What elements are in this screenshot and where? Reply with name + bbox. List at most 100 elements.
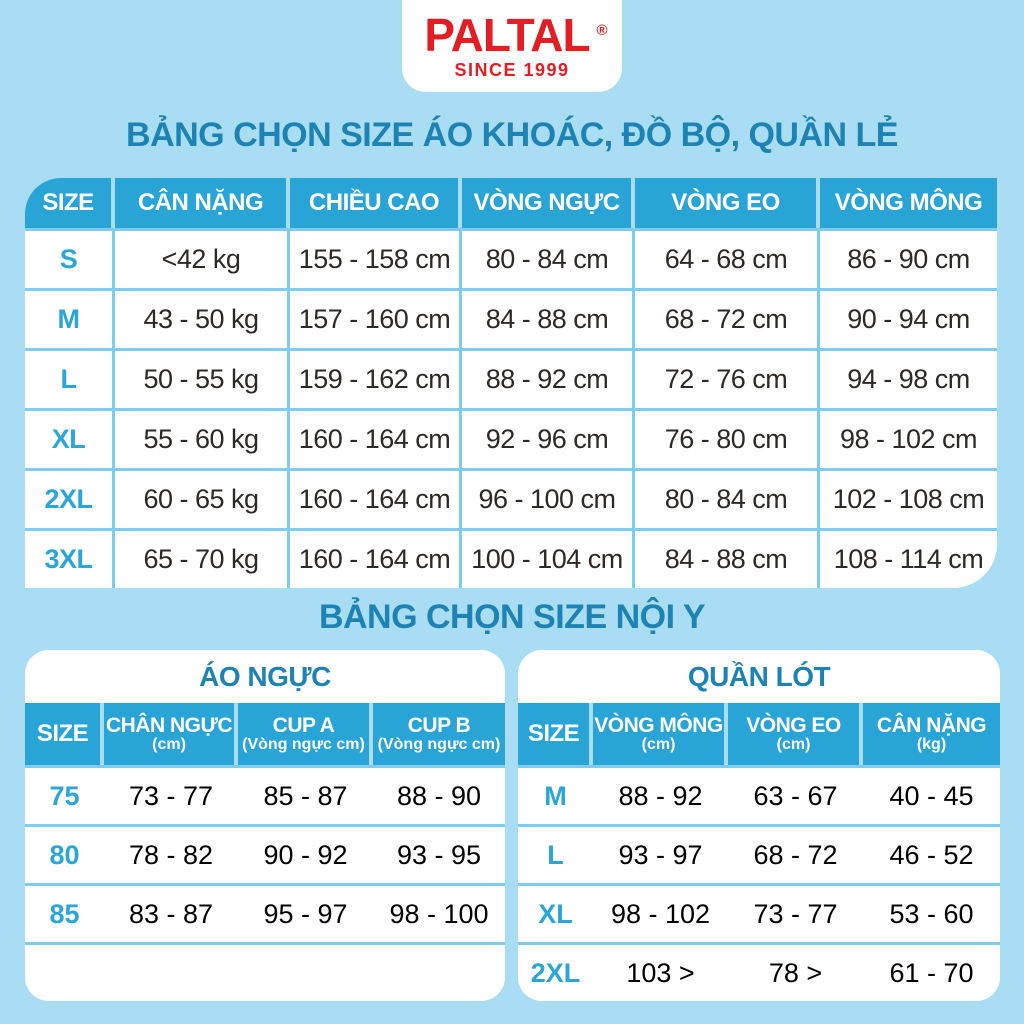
cell-waist: 76 - 80 cm [635, 411, 820, 468]
table-row: M 88 - 92 63 - 67 40 - 45 [518, 765, 1000, 824]
table-row: M 43 - 50 kg 157 - 160 cm 84 - 88 cm 68 … [25, 288, 997, 348]
cell-weight: 61 - 70 [889, 957, 974, 988]
cell-weight: 43 - 50 kg [115, 291, 290, 348]
cell-weight: <42 kg [115, 231, 290, 288]
cell-hip: 98 - 102 [610, 898, 711, 929]
cell-cup-a: 85 - 87 [263, 780, 348, 811]
bra-table-title: ÁO NGỰC [25, 650, 505, 703]
cell-hip: 88 - 92 [618, 780, 703, 811]
section2-title: BẢNG CHỌN SIZE NỘI Y [318, 598, 706, 636]
cell-cup-a: 95 - 97 [263, 898, 348, 929]
size-label: 85 [49, 898, 80, 929]
cell-height: 160 - 164 cm [290, 531, 462, 588]
cell-bust: 96 - 100 cm [462, 471, 635, 528]
table-row: S <42 kg 155 - 158 cm 80 - 84 cm 64 - 68… [25, 228, 997, 288]
header-size: SIZE [518, 703, 593, 765]
cell-bust: 100 - 104 cm [462, 531, 635, 588]
header-underbust: CHÂN NGỰC (cm) [104, 703, 238, 765]
bra-header-row: SIZE CHÂN NGỰC (cm) CUP A (Vòng ngực cm) C… [25, 703, 505, 765]
cell-hip: 102 - 108 cm [832, 484, 985, 514]
header-hip: VÒNG MÔNG [834, 189, 983, 216]
cell-cup-b: 88 - 90 [396, 780, 482, 811]
cell-hip: 86 - 90 cm [847, 244, 970, 274]
table-row: 2XL 103 > 78 > 61 - 70 [518, 942, 1000, 1001]
size-label: S [25, 231, 115, 288]
registered-mark: ® [596, 21, 608, 39]
cell-bust: 88 - 92 cm [462, 351, 635, 408]
section1-title: BẢNG CHỌN SIZE ÁO KHOÁC, ĐỒ BỘ, QUẦN LẺ [126, 116, 898, 154]
cell-waist: 80 - 84 cm [635, 471, 820, 528]
cell-height: 160 - 164 cm [290, 471, 462, 528]
cell-cup-b: 93 - 95 [396, 839, 482, 870]
header-hip: VÒNG MÔNG (cm) [593, 703, 728, 765]
size-label: M [544, 780, 567, 811]
table-row: XL 98 - 102 73 - 77 53 - 60 [518, 883, 1000, 942]
size-label: L [547, 839, 564, 870]
header-cup-b: CUP B (Vòng ngực cm) [377, 713, 501, 753]
table-header-row: SIZE CÂN NẶNG CHIỀU CAO VÒNG NGỰC VÒNG E… [25, 178, 997, 228]
cell-weight: 55 - 60 kg [115, 411, 290, 468]
header-waist: VÒNG EO [635, 178, 820, 228]
header-height: CHIỀU CAO [290, 178, 462, 228]
header-waist: VÒNG EO (cm) [728, 703, 863, 765]
cell-underbust: 73 - 77 [128, 780, 214, 811]
size-label: XL [538, 898, 573, 929]
table-row: 85 83 - 87 95 - 97 98 - 100 [25, 883, 505, 942]
cell-weight: 46 - 52 [889, 839, 974, 870]
cell-cup-b [373, 945, 505, 999]
cell-weight: 65 - 70 kg [115, 531, 290, 588]
cell-underbust: 78 - 82 [128, 839, 214, 870]
cell-bust: 80 - 84 cm [462, 231, 635, 288]
header-bust: VÒNG NGỰC [462, 178, 635, 228]
size-label: 2XL [25, 471, 115, 528]
header-size: SIZE [25, 178, 115, 228]
brand-name: PALTAL ® [424, 8, 608, 61]
size-label: L [25, 351, 115, 408]
cell-hip: 108 - 114 cm [833, 544, 984, 574]
table-row: L 50 - 55 kg 159 - 162 cm 88 - 92 cm 72 … [25, 348, 997, 408]
header-weight: CÂN NẶNG (kg) [876, 713, 987, 753]
panty-header-row: SIZE VÒNG MÔNG (cm) VÒNG EO (cm) CÂN NẶNG(… [518, 703, 1000, 765]
cell-height: 160 - 164 cm [290, 411, 462, 468]
cell-underbust: 83 - 87 [128, 898, 214, 929]
cell-height: 155 - 158 cm [290, 231, 462, 288]
cell-hip: 90 - 94 cm [847, 304, 970, 334]
cell-bust: 92 - 96 cm [462, 411, 635, 468]
cell-waist: 78 > [768, 957, 823, 988]
size-label: 75 [49, 780, 80, 811]
brand-logo-box: PALTAL ® SINCE 1999 [402, 0, 622, 92]
cell-weight: 50 - 55 kg [115, 351, 290, 408]
size-label: 3XL [25, 531, 115, 588]
cell-waist: 68 - 72 cm [635, 291, 820, 348]
cell-hip: 93 - 97 [618, 839, 703, 870]
table-row-empty [25, 942, 505, 999]
size-label: M [25, 291, 115, 348]
cell-hip: 98 - 102 cm [839, 424, 978, 454]
panty-table-title: QUẦN LÓT [518, 650, 1000, 703]
header-cup-a: CUP A (Vòng ngực cm) [238, 703, 373, 765]
header-size: SIZE [25, 703, 104, 765]
outerwear-size-table: SIZE CÂN NẶNG CHIỀU CAO VÒNG NGỰC VÒNG E… [25, 178, 997, 588]
table-row: 3XL 65 - 70 kg 160 - 164 cm 100 - 104 cm… [25, 528, 997, 588]
table-row: L 93 - 97 68 - 72 46 - 52 [518, 824, 1000, 883]
cell-underbust [104, 945, 238, 999]
table-row: 80 78 - 82 90 - 92 93 - 95 [25, 824, 505, 883]
cell-weight: 53 - 60 [889, 898, 974, 929]
cell-cup-a [238, 945, 373, 999]
table-row: XL 55 - 60 kg 160 - 164 cm 92 - 96 cm 76… [25, 408, 997, 468]
cell-cup-b: 98 - 100 [389, 898, 489, 929]
cell-waist: 84 - 88 cm [635, 531, 820, 588]
bra-size-table: ÁO NGỰC SIZE CHÂN NGỰC (cm) CUP A (Vòng ng… [25, 650, 505, 1001]
size-label: 2XL [530, 957, 581, 988]
cell-hip: 103 > [626, 957, 695, 988]
underwear-tables: ÁO NGỰC SIZE CHÂN NGỰC (cm) CUP A (Vòng ng… [25, 650, 1000, 1001]
cell-weight: 40 - 45 [889, 780, 974, 811]
cell-cup-a: 90 - 92 [263, 839, 348, 870]
cell-weight: 60 - 65 kg [115, 471, 290, 528]
cell-height: 157 - 160 cm [290, 291, 462, 348]
cell-waist: 63 - 67 [753, 780, 838, 811]
header-weight: CÂN NẶNG [115, 178, 290, 228]
brand-tagline: SINCE 1999 [454, 59, 570, 80]
size-label: XL [25, 411, 115, 468]
